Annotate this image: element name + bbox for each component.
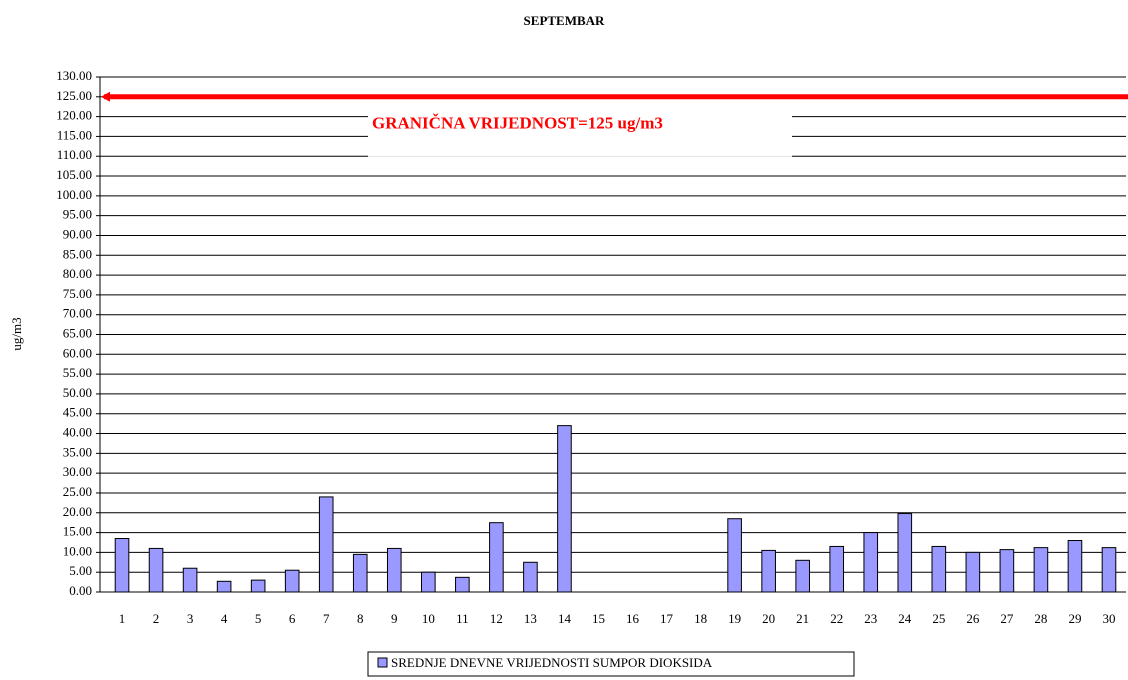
x-tick-label: 11 [456, 611, 469, 626]
bar [148, 547, 164, 593]
bar [999, 549, 1015, 593]
bar [931, 545, 947, 593]
bar [795, 559, 810, 593]
y-tick-label: 130.00 [56, 68, 92, 83]
y-tick-label: 65.00 [63, 325, 92, 340]
x-tick-label: 23 [864, 611, 877, 626]
y-tick-label: 95.00 [63, 207, 92, 222]
legend-swatch [377, 657, 388, 668]
x-tick-label: 19 [728, 611, 741, 626]
bar [386, 547, 402, 593]
reference-label: GRANIČNA VRIJEDNOST=125 ug/m3 [372, 114, 663, 133]
x-tick-label: 3 [187, 611, 194, 626]
bar [1067, 540, 1083, 593]
y-tick-label: 45.00 [63, 405, 92, 420]
bar [489, 522, 504, 593]
y-tick-label: 110.00 [57, 147, 92, 162]
x-tick-label: 8 [357, 611, 364, 626]
bar [250, 579, 266, 593]
x-tick-label: 15 [592, 611, 605, 626]
bar [761, 549, 776, 593]
y-tick-label: 0.00 [69, 583, 92, 598]
x-tick-label: 18 [694, 611, 707, 626]
x-tick-label: 29 [1068, 611, 1081, 626]
x-tick-label: 25 [932, 611, 945, 626]
y-tick-label: 25.00 [63, 484, 92, 499]
y-tick-label: 115.00 [57, 127, 92, 142]
x-tick-label: 14 [558, 611, 572, 626]
x-tick-label: 2 [153, 611, 160, 626]
legend-label: SREDNJE DNEVNE VRIJEDNOSTI SUMPOR DIOKSI… [391, 655, 713, 670]
y-tick-label: 55.00 [63, 365, 92, 380]
y-tick-label: 70.00 [63, 306, 92, 321]
x-tick-label: 30 [1102, 611, 1115, 626]
bar [455, 576, 470, 593]
x-tick-label: 20 [762, 611, 775, 626]
annotation-background [368, 104, 792, 157]
bar [114, 538, 130, 593]
x-tick-label: 28 [1034, 611, 1047, 626]
y-tick-label: 105.00 [56, 167, 92, 182]
x-tick-label: 13 [524, 611, 537, 626]
bar [557, 425, 572, 593]
bar [965, 551, 981, 593]
bar [727, 518, 742, 593]
y-tick-label: 125.00 [56, 88, 92, 103]
y-tick-label: 30.00 [63, 464, 92, 479]
y-tick-label: 10.00 [63, 543, 92, 558]
y-tick-label: 50.00 [63, 385, 92, 400]
bar [421, 571, 436, 593]
bar [284, 569, 300, 593]
x-tick-label: 21 [796, 611, 809, 626]
y-tick-label: 60.00 [63, 345, 92, 360]
bar [318, 496, 334, 593]
x-tick-label: 1 [119, 611, 126, 626]
x-tick-label: 10 [422, 611, 435, 626]
x-tick-label: 27 [1000, 611, 1014, 626]
y-tick-label: 75.00 [63, 286, 92, 301]
y-tick-label: 100.00 [56, 187, 92, 202]
bar [829, 545, 845, 593]
y-tick-label: 80.00 [63, 266, 92, 281]
y-axis-label: ug/m3 [9, 317, 24, 350]
x-tick-label: 24 [898, 611, 912, 626]
bar [352, 553, 368, 593]
x-tick-label: 12 [490, 611, 503, 626]
y-tick-label: 120.00 [56, 108, 92, 123]
x-tick-label: 22 [830, 611, 843, 626]
bar [863, 532, 879, 593]
legend-box [367, 651, 855, 677]
y-tick-label: 35.00 [63, 444, 92, 459]
x-tick-label: 16 [626, 611, 640, 626]
x-tick-label: 17 [660, 611, 674, 626]
reference-arrow [101, 91, 110, 102]
y-tick-label: 85.00 [63, 246, 92, 261]
y-tick-label: 90.00 [63, 226, 92, 241]
bar [523, 561, 538, 593]
x-tick-label: 9 [391, 611, 398, 626]
x-tick-label: 6 [289, 611, 296, 626]
bar [1033, 547, 1049, 593]
bar [216, 580, 232, 593]
x-tick-label: 7 [323, 611, 330, 626]
x-tick-label: 26 [966, 611, 980, 626]
y-tick-label: 15.00 [63, 524, 92, 539]
bar [182, 567, 198, 593]
x-tick-label: 5 [255, 611, 262, 626]
bar [897, 513, 913, 593]
chart-title: SEPTEMBAR [524, 13, 606, 28]
x-tick-label: 4 [221, 611, 228, 626]
bar [1101, 547, 1117, 593]
y-tick-label: 40.00 [63, 425, 92, 440]
y-tick-label: 20.00 [63, 504, 92, 519]
y-tick-label: 5.00 [69, 563, 92, 578]
